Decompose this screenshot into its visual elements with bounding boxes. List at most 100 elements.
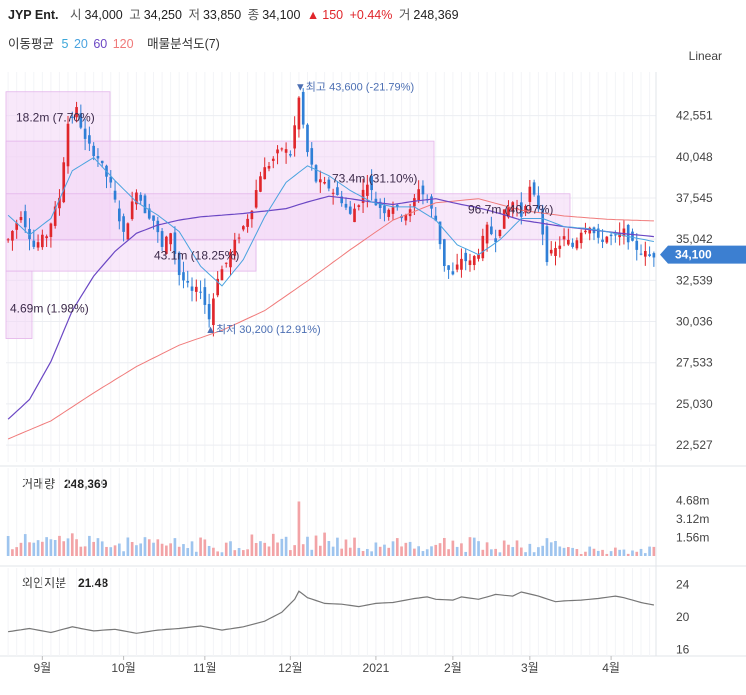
volume-bar <box>109 547 113 556</box>
candle-body <box>579 232 583 244</box>
candle-body <box>413 198 416 207</box>
volume-bar <box>41 541 44 556</box>
volume-bar <box>62 541 66 556</box>
candle-body <box>156 220 160 233</box>
volume-zone <box>5 270 33 339</box>
candle-body <box>507 207 510 218</box>
candle-body <box>438 221 442 245</box>
scale-toggle-button[interactable]: Linear <box>688 49 722 63</box>
candle-body <box>639 253 643 255</box>
candle-body <box>331 192 335 194</box>
candle-body <box>224 262 228 264</box>
volume-bar <box>165 545 168 556</box>
volume-bar <box>130 541 134 556</box>
date-axis: 9월 10월 11월 12월 2021 2월 3월 4월 <box>33 656 620 675</box>
volume-bar <box>6 535 10 556</box>
candle-body <box>6 239 10 241</box>
candle-body <box>310 148 314 165</box>
volume-bar <box>220 552 224 556</box>
moving-average-legend[interactable]: 이동평균 5 20 60 120 매물분석도(7) <box>8 33 224 52</box>
candle-body <box>173 232 177 255</box>
candle-body <box>468 260 472 265</box>
volume-bar <box>344 539 348 556</box>
candle-body <box>558 245 562 249</box>
candle-body <box>216 278 220 296</box>
volume-bar <box>353 537 356 556</box>
candle-body <box>361 189 365 203</box>
volume-bar <box>643 553 647 556</box>
volume-bar <box>301 544 305 556</box>
volume-bar <box>442 537 446 556</box>
candle-body <box>306 124 309 153</box>
candle-body <box>203 287 207 305</box>
ownership-tick-label: 24 <box>676 578 690 592</box>
candle-body <box>165 236 168 254</box>
volume-bar <box>237 548 241 556</box>
candle-body <box>96 156 100 159</box>
ma20-legend[interactable]: 20 <box>73 37 88 51</box>
candle-body <box>280 148 284 150</box>
volume-bar <box>96 538 100 556</box>
volume-bar <box>186 548 190 556</box>
price-tick-label: 37,545 <box>676 191 713 205</box>
candle-body <box>152 215 155 221</box>
volume-bar <box>383 544 386 556</box>
volume-bar <box>545 538 549 556</box>
candle-body <box>481 235 485 259</box>
volume-bar <box>310 549 314 556</box>
candle-body <box>113 190 117 200</box>
close-label: 종 <box>247 8 260 22</box>
low-label: 저 <box>188 8 200 22</box>
volume-bar <box>626 553 630 556</box>
volume-bar <box>259 541 262 556</box>
volume-bar <box>528 543 532 556</box>
volume-bar <box>639 548 643 556</box>
candle-body <box>75 107 78 118</box>
volume-bar <box>515 540 519 556</box>
volume-zone-label: 43.1m (18.25%) <box>154 249 239 263</box>
candle-body <box>601 239 604 242</box>
candle-body <box>318 179 322 183</box>
candle-body <box>327 179 331 189</box>
candle-body <box>271 158 275 161</box>
volume-bar <box>254 542 258 556</box>
volume-profile-zones <box>5 91 571 339</box>
low-annotation: ▲최저 30,200 (12.91%) <box>205 323 321 336</box>
price-tick-label: 30,036 <box>676 315 713 329</box>
candle-body <box>301 91 305 125</box>
ma-label[interactable]: 이동평균 <box>8 37 55 51</box>
date-tick-label: 2월 <box>444 661 462 675</box>
volume-bar <box>53 540 57 556</box>
volume-bar <box>11 549 14 556</box>
candle-body <box>417 189 420 201</box>
candle-body <box>250 210 254 220</box>
price-tick-label: 35,042 <box>676 232 713 246</box>
volume-bar <box>549 542 553 556</box>
ownership-panel-title: 외인지분 <box>22 576 66 590</box>
volume-zone-label: 4.69m (1.98%) <box>10 301 89 315</box>
volume-zone-label: 73.4m (31.10%) <box>332 171 417 185</box>
volume-bar <box>190 541 194 556</box>
stock-header: JYP Ent. 시 34,000 고 34,250 저 33,850 종 34,100… <box>8 4 462 22</box>
candle-body <box>442 239 446 267</box>
volume-zone <box>5 193 571 241</box>
candle-body <box>605 236 609 243</box>
volume-bar <box>430 546 433 556</box>
volume-profile-toggle[interactable]: 매물분석도(7) <box>147 37 220 51</box>
volume-bar <box>614 547 617 556</box>
candle-body <box>41 234 44 248</box>
volume-bar <box>318 545 322 556</box>
volume-bar <box>216 551 220 556</box>
volume-bar <box>395 538 399 556</box>
ma120-legend[interactable]: 120 <box>112 37 134 51</box>
ma60-legend[interactable]: 60 <box>93 37 108 51</box>
volume-bar <box>58 535 61 556</box>
candle-body <box>490 226 493 235</box>
close-value: 34,100 <box>262 8 301 22</box>
ma120-line <box>7 198 654 440</box>
volume-zone-label: 96.7m (40.97%) <box>468 203 553 217</box>
volume-bar <box>32 542 36 556</box>
volume-bar <box>464 551 468 556</box>
ma5-legend[interactable]: 5 <box>61 37 69 51</box>
